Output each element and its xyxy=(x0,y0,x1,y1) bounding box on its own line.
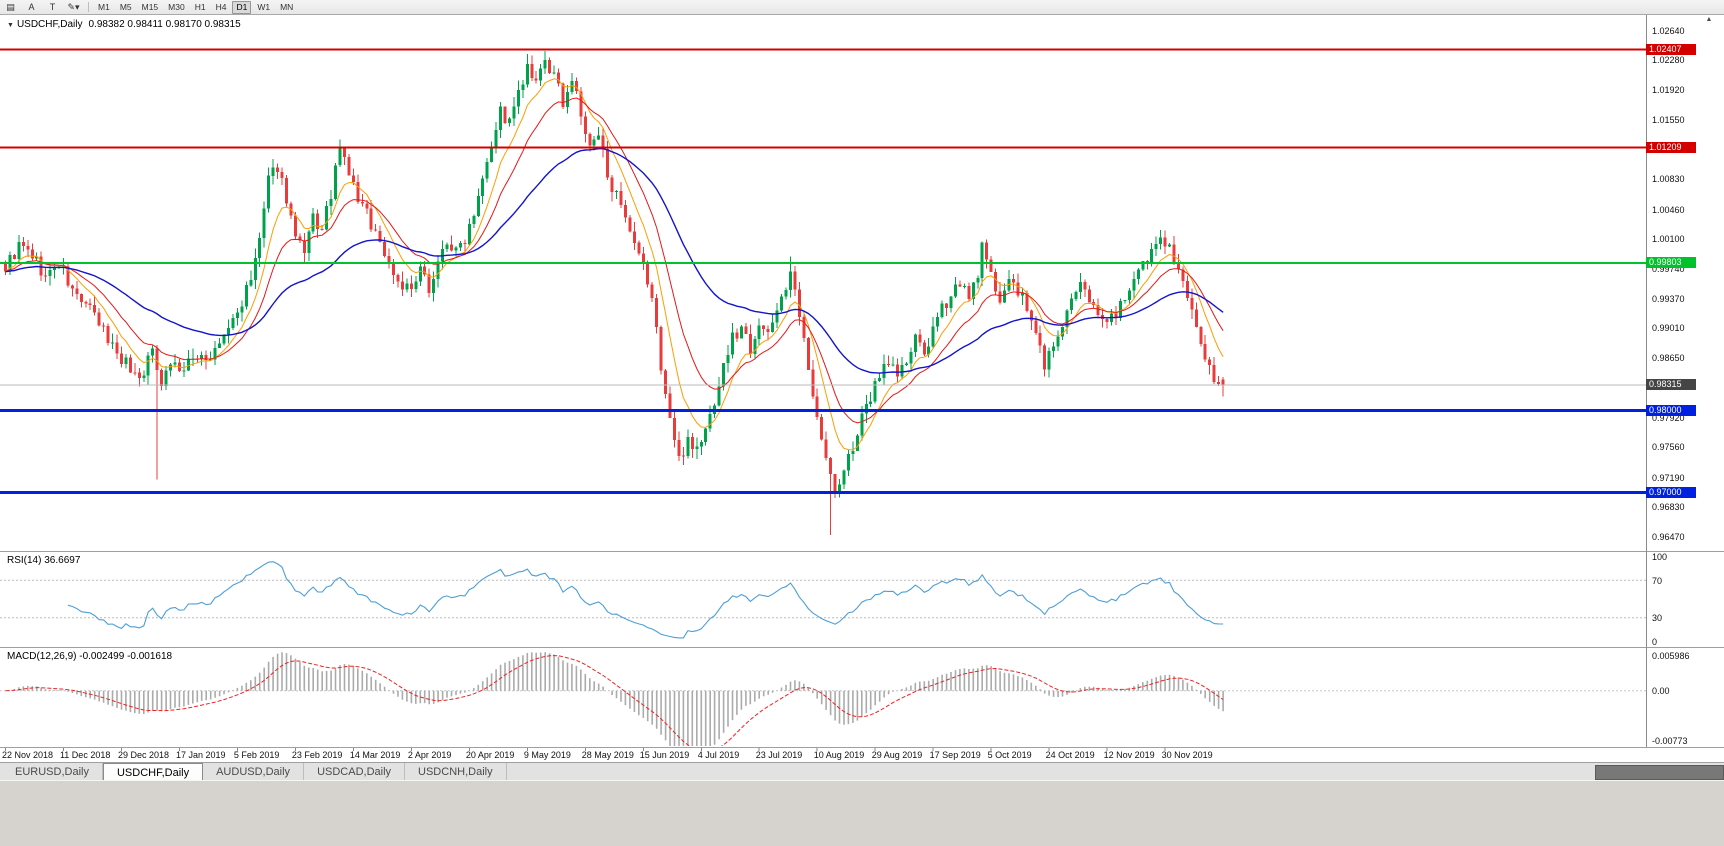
ma-fast-orange-line xyxy=(5,78,1224,451)
price-scale-label: 1.00460 xyxy=(1652,204,1685,215)
price-level-tag: 1.02407 xyxy=(1646,43,1696,55)
price-scale-label: 1.00100 xyxy=(1652,234,1685,245)
price-scale-label: 0.96830 xyxy=(1652,502,1685,513)
tab-usdcad-daily[interactable]: USDCAD,Daily xyxy=(304,763,406,781)
date-label: 20 Apr 2019 xyxy=(465,750,515,760)
timeframe-button-m5[interactable]: M5 xyxy=(119,2,132,12)
scroll-top-button[interactable]: ▲ xyxy=(1705,16,1713,23)
timeframe-button-m1[interactable]: M1 xyxy=(98,2,110,12)
price-scale-label: 1.01920 xyxy=(1652,84,1685,95)
date-label: 28 May 2019 xyxy=(581,750,634,760)
price-scale-label: 0.97920 xyxy=(1652,412,1685,423)
price-scale-label: 1.02280 xyxy=(1652,55,1685,66)
date-label: 9 May 2019 xyxy=(523,750,571,760)
price-scale-label: 0.97560 xyxy=(1652,442,1685,453)
tab-usdcnh-daily[interactable]: USDCNH,Daily xyxy=(405,763,507,781)
tab-audusd-daily[interactable]: AUDUSD,Daily xyxy=(203,763,305,781)
price-scale-label: 1.01550 xyxy=(1652,115,1685,126)
date-axis[interactable]: 22 Nov 2018 11 Dec 2018 29 Dec 2018 17 Jan … xyxy=(0,748,1646,762)
price-scale-label: 0.99370 xyxy=(1652,293,1685,304)
timeframe-button-d1[interactable]: D1 xyxy=(232,0,252,14)
macd-signal-line xyxy=(5,655,1224,746)
timeframe-button-w1[interactable]: W1 xyxy=(257,2,271,12)
date-label: 5 Oct 2019 xyxy=(987,750,1032,760)
timeframe-button-mn[interactable]: MN xyxy=(280,2,294,12)
date-label: 10 Aug 2019 xyxy=(813,750,865,760)
rsi-line xyxy=(67,561,1224,639)
price-scale-label: 1.02640 xyxy=(1652,25,1685,36)
tab-usdchf-daily[interactable]: USDCHF,Daily xyxy=(102,763,204,781)
date-label: 4 Jul 2019 xyxy=(697,750,740,760)
date-label: 22 Nov 2018 xyxy=(2,750,54,760)
price-level-tag: 1.01209 xyxy=(1646,142,1696,154)
date-label: 17 Sep 2019 xyxy=(929,750,981,760)
date-label: 29 Dec 2018 xyxy=(117,750,169,760)
date-label: 23 Feb 2019 xyxy=(291,750,343,760)
chart-ohlc-header: ▼ USDCHF,Daily 0.98382 0.98411 0.98170 0.9… xyxy=(7,19,241,30)
rsi-scale-label: 100 xyxy=(1652,552,1668,562)
price-scale-label: 0.96470 xyxy=(1652,531,1685,542)
rsi-scale-label: 30 xyxy=(1652,613,1663,624)
date-label: 29 Aug 2019 xyxy=(871,750,923,760)
text-label-icon[interactable]: A xyxy=(28,2,35,12)
ohlc-values: 0.98382 0.98411 0.98170 0.98315 xyxy=(88,19,241,30)
symbol-dropdown-icon[interactable]: ▼ xyxy=(7,22,14,29)
ma-mid-red-line xyxy=(5,97,1224,424)
macd-scale-label: 0.005986 xyxy=(1652,651,1690,661)
charts-bar-icon[interactable]: ▤ xyxy=(6,1,15,12)
timeframe-button-m15[interactable]: M15 xyxy=(141,2,159,12)
price-scale-label: 0.97190 xyxy=(1652,472,1685,483)
price-scale-label: 0.99010 xyxy=(1652,323,1685,334)
date-label: 24 Oct 2019 xyxy=(1045,750,1095,760)
rsi-scale-label: 70 xyxy=(1652,575,1663,586)
macd-scale-label: -0.00773 xyxy=(1652,736,1688,746)
horizontal-scrollbar-thumb[interactable] xyxy=(1595,765,1724,780)
rsi-indicator-label: RSI(14) 36.6697 xyxy=(7,555,81,566)
timeframe-buttons-group: M1 M5 M15 M30 H1 H4 D1 W1 MN xyxy=(93,0,298,14)
price-scale-label: 1.00830 xyxy=(1652,174,1685,185)
date-label: 5 Feb 2019 xyxy=(233,750,280,760)
date-label: 23 Jul 2019 xyxy=(755,750,803,760)
timeframe-button-h4[interactable]: H4 xyxy=(215,2,227,12)
price-scale-label: 0.98650 xyxy=(1652,352,1685,363)
chart-tabs-bar: EURUSD,Daily USDCHF,Daily AUDUSD,Daily USDC… xyxy=(0,762,1724,781)
date-label: 12 Nov 2019 xyxy=(1103,750,1155,760)
price-scale-label: 0.99740 xyxy=(1652,263,1685,274)
date-label: 14 Mar 2019 xyxy=(349,750,401,760)
macd-scale-label: 0.00 xyxy=(1652,686,1670,697)
price-level-tag: 0.99803 xyxy=(1646,257,1696,269)
date-label: 30 Nov 2019 xyxy=(1161,750,1213,760)
date-label: 2 Apr 2019 xyxy=(407,750,452,760)
timeframe-button-h1[interactable]: H1 xyxy=(194,2,206,12)
toolbar-tools-group: ▤ A T ✎▾ xyxy=(0,0,84,14)
line-studies-icon[interactable]: ✎▾ xyxy=(67,1,80,12)
chart-region[interactable]: ▼ USDCHF,Daily 0.98382 0.98411 0.98170 0.9… xyxy=(0,0,1724,762)
tab-eurusd-daily[interactable]: EURUSD,Daily xyxy=(2,763,103,781)
date-label: 15 Jun 2019 xyxy=(639,750,690,760)
price-level-tag: 0.97000 xyxy=(1646,487,1696,499)
date-label: 11 Dec 2018 xyxy=(59,750,111,760)
chart-tabs: EURUSD,Daily USDCHF,Daily AUDUSD,Daily USDC… xyxy=(0,763,507,781)
ma-slow-blue-line xyxy=(5,148,1224,374)
toolbar: ▤ A T ✎▾ M1 M5 M15 M30 H1 H4 D1 W1 MN xyxy=(0,0,1724,15)
toolbar-separator xyxy=(88,2,89,12)
window-background xyxy=(0,780,1724,846)
date-label: 17 Jan 2019 xyxy=(175,750,226,760)
rsi-scale-label: 0 xyxy=(1652,637,1658,647)
current-price-tag: 0.98315 xyxy=(1646,379,1696,391)
price-level-tag: 0.98000 xyxy=(1646,405,1696,417)
symbol-label: USDCHF,Daily xyxy=(16,19,83,30)
price-axis[interactable]: 1.026401.022801.019201.015501.011901.008… xyxy=(1646,0,1724,762)
chart-svg xyxy=(0,14,1724,751)
timeframe-button-m30[interactable]: M30 xyxy=(168,2,185,12)
shapes-icon[interactable]: T xyxy=(49,2,56,12)
macd-indicator-label: MACD(12,26,9) -0.002499 -0.001618 xyxy=(7,651,173,662)
